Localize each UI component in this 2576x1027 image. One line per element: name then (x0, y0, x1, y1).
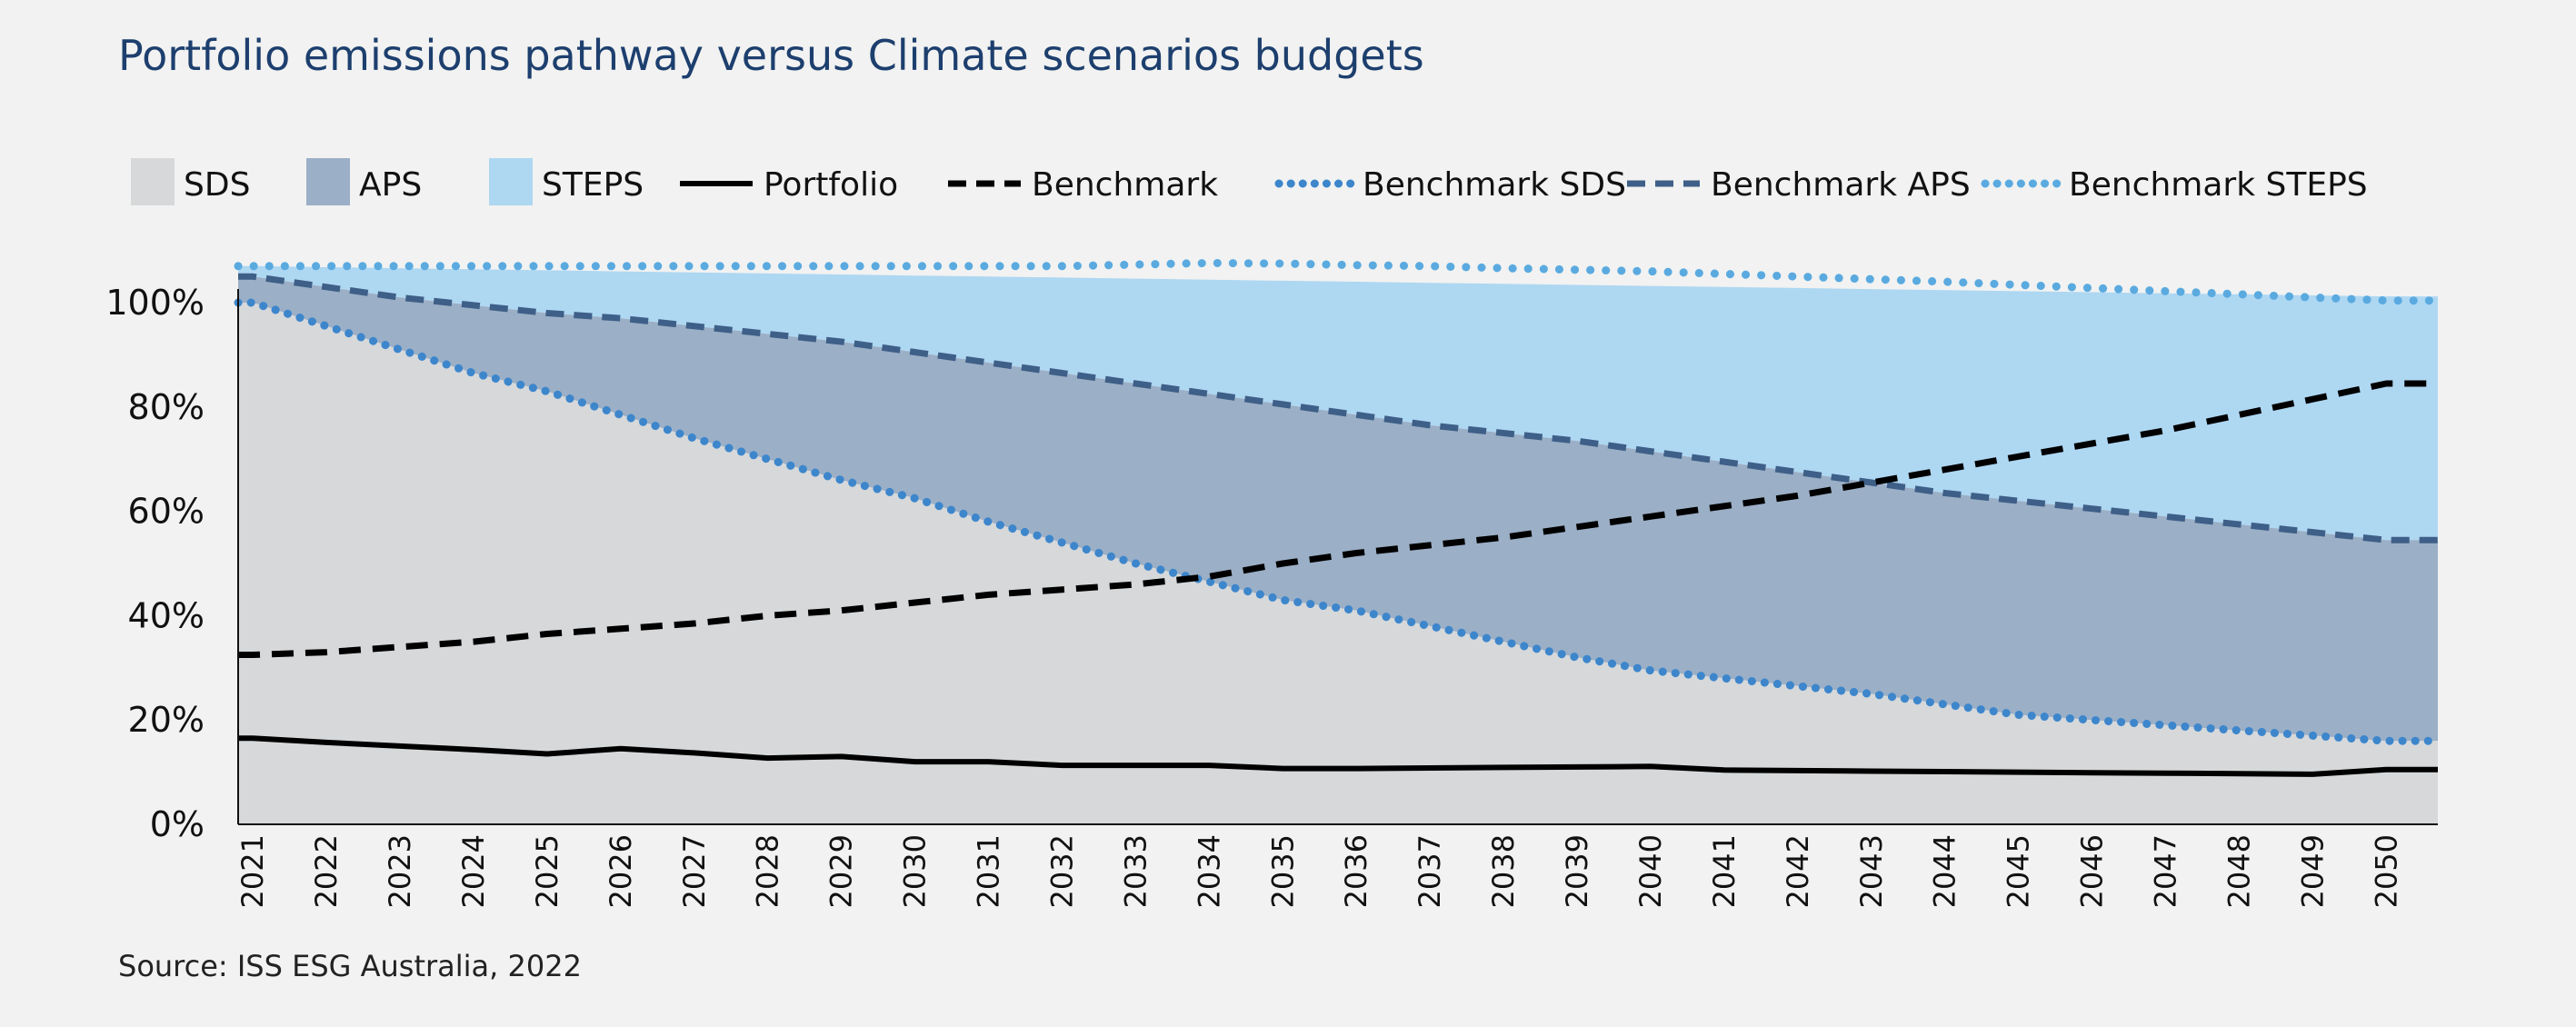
x-tick-label: 2025 (530, 834, 564, 908)
x-tick-label: 2048 (2222, 834, 2257, 908)
x-tick-label: 2021 (235, 834, 270, 908)
legend-label: Benchmark (1032, 166, 1218, 204)
y-tick-label: 80% (128, 387, 205, 427)
legend-item-benchmark: Benchmark (948, 166, 1218, 204)
line-portfolio (238, 735, 2438, 777)
line-benchmark (238, 380, 2438, 658)
x-tick-label: 2045 (2002, 834, 2036, 908)
y-tick-label: 0% (150, 804, 205, 844)
legend-label: Benchmark SDS (1363, 166, 1626, 204)
plot-areas (238, 265, 2438, 824)
x-tick-label: 2031 (972, 834, 1006, 908)
legend-item-aps: APS (306, 158, 422, 205)
y-tick-label: 20% (128, 700, 205, 740)
x-tick-label: 2037 (1413, 834, 1447, 908)
area-aps (238, 276, 2438, 742)
y-tick-label: 60% (128, 492, 205, 532)
legend-swatch (306, 158, 350, 205)
legend-label: STEPS (542, 166, 644, 204)
x-tick-label: 2038 (1486, 834, 1521, 908)
x-tick-label: 2035 (1265, 834, 1300, 908)
x-tick-label: 2026 (604, 834, 638, 908)
x-tick-label: 2050 (2369, 834, 2403, 908)
x-tick-label: 2032 (1045, 834, 1080, 908)
axes: 0% 20% 40% 60% 80% 100% 2021 2022 2023 2024 2025 20… (105, 283, 2438, 908)
line-benchmark-sds (234, 298, 2442, 745)
area-sds (238, 303, 2438, 824)
legend-swatch (489, 158, 533, 205)
x-tick-label: 2044 (1928, 834, 1962, 908)
x-tick-label: 2042 (1781, 834, 1815, 908)
legend-item-benchmark-steps: Benchmark STEPS (1981, 166, 2368, 204)
line-benchmark-aps (238, 273, 2438, 543)
x-tick-label: 2034 (1192, 834, 1226, 908)
source-note: Source: ISS ESG Australia, 2022 (118, 949, 582, 983)
chart-title: Portfolio emissions pathway versus Clima… (118, 31, 1424, 80)
x-tick-label: 2040 (1633, 834, 1668, 908)
y-tick-label: 100% (105, 283, 205, 323)
x-tick-label: 2033 (1118, 834, 1153, 908)
x-tick-label: 2023 (383, 834, 417, 908)
x-tick-label: 2024 (456, 834, 491, 908)
x-tick-label: 2029 (824, 834, 859, 908)
legend-swatch (131, 158, 175, 205)
legend-item-steps: STEPS (489, 158, 644, 205)
legend-item-benchmark-aps: Benchmark APS (1627, 166, 1971, 204)
x-tick-label: 2030 (898, 834, 933, 908)
x-tick-label: 2041 (1707, 834, 1742, 908)
x-tick-label: 2049 (2295, 834, 2330, 908)
legend-item-portfolio: Portfolio (680, 166, 898, 204)
x-tick-label: 2043 (1854, 834, 1889, 908)
x-tick-label: 2039 (1560, 834, 1594, 908)
legend-item-benchmark-sds: Benchmark SDS (1274, 166, 1626, 204)
x-tick-label: 2028 (751, 834, 785, 908)
legend-item-sds: SDS (131, 158, 250, 205)
x-tick-label: 2046 (2075, 834, 2110, 908)
x-tick-label: 2022 (309, 834, 344, 908)
legend-label: Benchmark APS (1711, 166, 1971, 204)
legend-label: Benchmark STEPS (2069, 166, 2368, 204)
x-tick-label: 2036 (1339, 834, 1373, 908)
legend: SDS APS STEPS Portfolio Benchmark Benchmark S… (131, 158, 2368, 205)
legend-label: APS (359, 166, 422, 204)
plot-lines (234, 258, 2442, 777)
legend-label: Portfolio (764, 166, 898, 204)
x-tick-label: 2027 (677, 834, 712, 908)
legend-label: SDS (184, 166, 250, 204)
x-tick-label: 2047 (2149, 834, 2183, 908)
y-tick-label: 40% (128, 595, 205, 635)
